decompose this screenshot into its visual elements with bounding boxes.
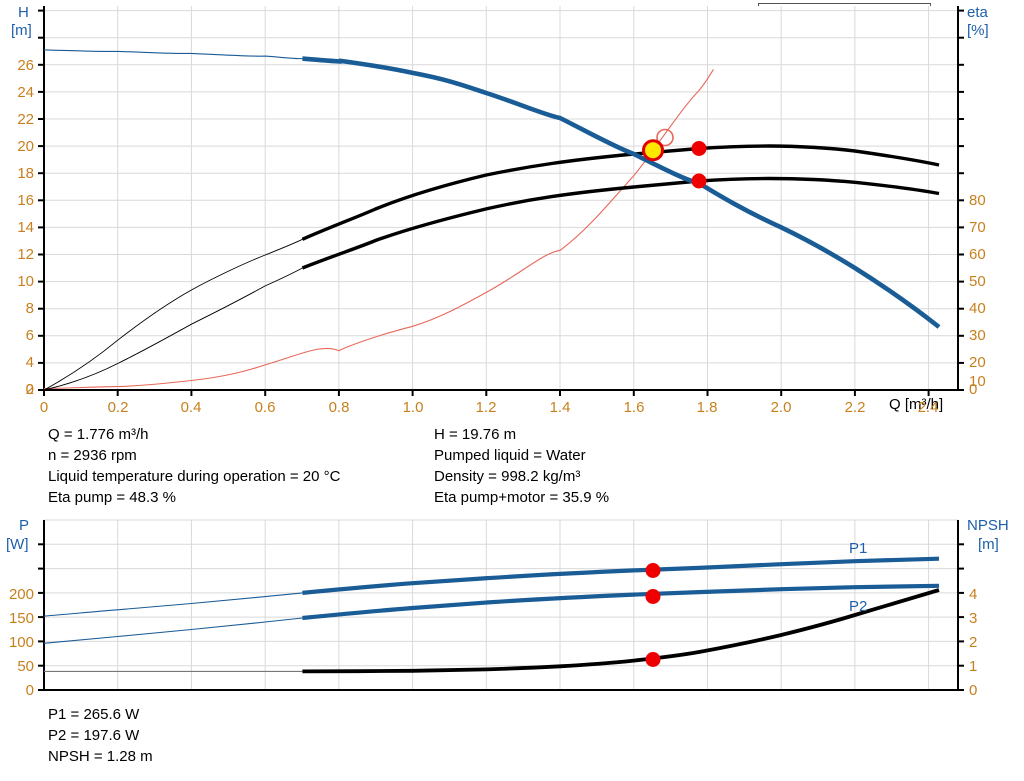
upper-y2-tick-10: 10 — [969, 373, 986, 390]
upper-y-tick-0: 0 — [25, 381, 34, 398]
upper-x-tick-2-0: 2.0 — [770, 399, 792, 416]
upper-x-tick-0-4: 0.4 — [180, 399, 202, 416]
p1-duty-marker — [645, 563, 661, 578]
p1-curve-thin — [43, 592, 303, 617]
power-npsh-chart: P [W] NPSH [m] — [0, 515, 1024, 699]
upper-x-tick-1-6: 1.6 — [623, 399, 645, 416]
head-curve-thin — [43, 49, 303, 60]
info-left-line-2: n = 2936 rpm — [48, 447, 137, 464]
lower-left-axis-unit: [W] — [6, 536, 29, 553]
info-bottom-line-3: NPSH = 1.28 m — [48, 748, 153, 765]
upper-right-axis-unit: [%] — [967, 22, 989, 39]
duty-point-marker — [642, 139, 664, 162]
operating-point-info: Q = 1.776 m³/h n = 2936 rpm Liquid tempe… — [0, 424, 1024, 512]
upper-y2-tick-0: 0 — [969, 381, 978, 398]
p2-curve-thin — [43, 617, 303, 644]
lower-chart-svg — [38, 519, 964, 691]
eta-pump-duty-marker — [691, 141, 707, 156]
info-left-line-3: Liquid temperature during operation = 20… — [48, 468, 341, 485]
lower-y2-tick-1: 1 — [969, 658, 978, 675]
upper-x-tick-1-4: 1.4 — [549, 399, 571, 416]
info-right-line-2: Pumped liquid = Water — [434, 447, 586, 464]
info-right-line-3: Density = 998.2 kg/m³ — [434, 468, 581, 485]
upper-x-tick-1-0: 1.0 — [402, 399, 424, 416]
head-curve — [302, 56, 941, 329]
upper-left-axis-name: H — [18, 4, 29, 21]
upper-x-tick-0: 0 — [39, 399, 49, 416]
eta-pump-curve — [301, 144, 940, 241]
upper-y-tick-26: 26 — [17, 57, 34, 74]
info-bottom-line-1: P1 = 265.6 W — [48, 706, 140, 723]
upper-y-tick-16: 16 — [17, 192, 34, 209]
eta-pump-motor-duty-marker — [691, 173, 707, 189]
upper-x-ticks — [43, 390, 930, 396]
head-efficiency-chart: H [m] eta [%] Q [m³/h] — [11, 4, 989, 416]
p1-curve-label: P1 — [849, 540, 868, 557]
upper-y2-tick-70: 70 — [969, 219, 986, 236]
upper-chart-svg — [38, 6, 964, 396]
upper-x-tick-2-2: 2.2 — [844, 399, 866, 416]
upper-y-tick-6: 6 — [25, 327, 34, 344]
lower-y2-tick-2: 2 — [969, 634, 978, 651]
upper-right-axis-name: eta — [967, 4, 988, 21]
lower-y2-tick-3: 3 — [969, 610, 978, 627]
upper-y2-tick-50: 50 — [969, 273, 986, 290]
upper-y2-tick-40: 40 — [969, 300, 986, 317]
upper-y-tick-14: 14 — [17, 219, 34, 236]
info-right-line-4: Eta pump+motor = 35.9 % — [434, 489, 610, 506]
upper-x-tick-1-2: 1.2 — [475, 399, 497, 416]
upper-y-tick-2: 2 — [25, 381, 34, 398]
lower-y-tick-150: 150 — [8, 610, 34, 627]
lower-right-axis-unit: [m] — [978, 536, 999, 553]
upper-left-axis-unit: [m] — [11, 22, 32, 39]
eta-pump-motor-curve-thin — [43, 267, 303, 391]
info-left-line-4: Eta pump = 48.3 % — [48, 489, 176, 506]
upper-y2-tick-20: 20 — [969, 354, 986, 371]
upper-y-tick-12: 12 — [17, 246, 34, 263]
lower-y-tick-50: 50 — [17, 658, 34, 675]
upper-y-tick-24: 24 — [17, 84, 34, 101]
lower-y2-tick-4: 4 — [969, 586, 978, 603]
upper-x-tick-0-2: 0.2 — [107, 399, 129, 416]
p2-duty-marker — [645, 589, 661, 604]
upper-y2-tick-30: 30 — [969, 327, 986, 344]
lower-y-tick-200: 200 — [8, 586, 34, 603]
lower-y2-tick-0: 0 — [969, 682, 978, 699]
upper-y-tick-4: 4 — [25, 354, 34, 371]
upper-left-ticks — [38, 9, 44, 391]
info-right-line-1: H = 19.76 m — [434, 426, 517, 443]
upper-y-tick-8: 8 — [25, 300, 34, 317]
upper-y-tick-20: 20 — [17, 138, 34, 155]
eta-pump-motor-curve — [301, 176, 940, 270]
npsh-duty-marker — [645, 652, 661, 667]
upper-y-tick-10: 10 — [17, 273, 34, 290]
upper-y-tick-22: 22 — [17, 111, 34, 128]
upper-x-tick-0-6: 0.6 — [254, 399, 276, 416]
lower-y-tick-100: 100 — [8, 634, 34, 651]
upper-y2-tick-80: 80 — [969, 192, 986, 209]
eta-pump-curve-thin — [43, 238, 303, 391]
power-info: P1 = 265.6 W P2 = 197.6 W NPSH = 1.28 m — [0, 704, 1024, 774]
upper-y-tick-18: 18 — [17, 165, 34, 182]
secondary-open-marker — [656, 128, 674, 147]
upper-x-tick-2-4: 2.4 — [917, 399, 939, 416]
lower-right-ticks — [958, 543, 964, 691]
upper-x-tick-1-8: 1.8 — [696, 399, 718, 416]
lower-y-tick-0: 0 — [25, 682, 34, 699]
info-bottom-line-2: P2 = 197.6 W — [48, 727, 140, 744]
upper-right-ticks — [958, 9, 964, 391]
lower-left-axis-name: P — [19, 517, 30, 534]
lower-right-axis-name: NPSH — [967, 517, 1009, 534]
npsh-curve — [302, 588, 940, 674]
p2-curve-label: P2 — [849, 598, 868, 615]
upper-x-tick-0-8: 0.8 — [328, 399, 350, 416]
info-left-line-1: Q = 1.776 m³/h — [48, 426, 149, 443]
lower-left-ticks — [38, 543, 44, 691]
upper-x-axis-label: Q [m³/h] — [889, 396, 944, 413]
upper-y2-tick-60: 60 — [969, 246, 986, 263]
